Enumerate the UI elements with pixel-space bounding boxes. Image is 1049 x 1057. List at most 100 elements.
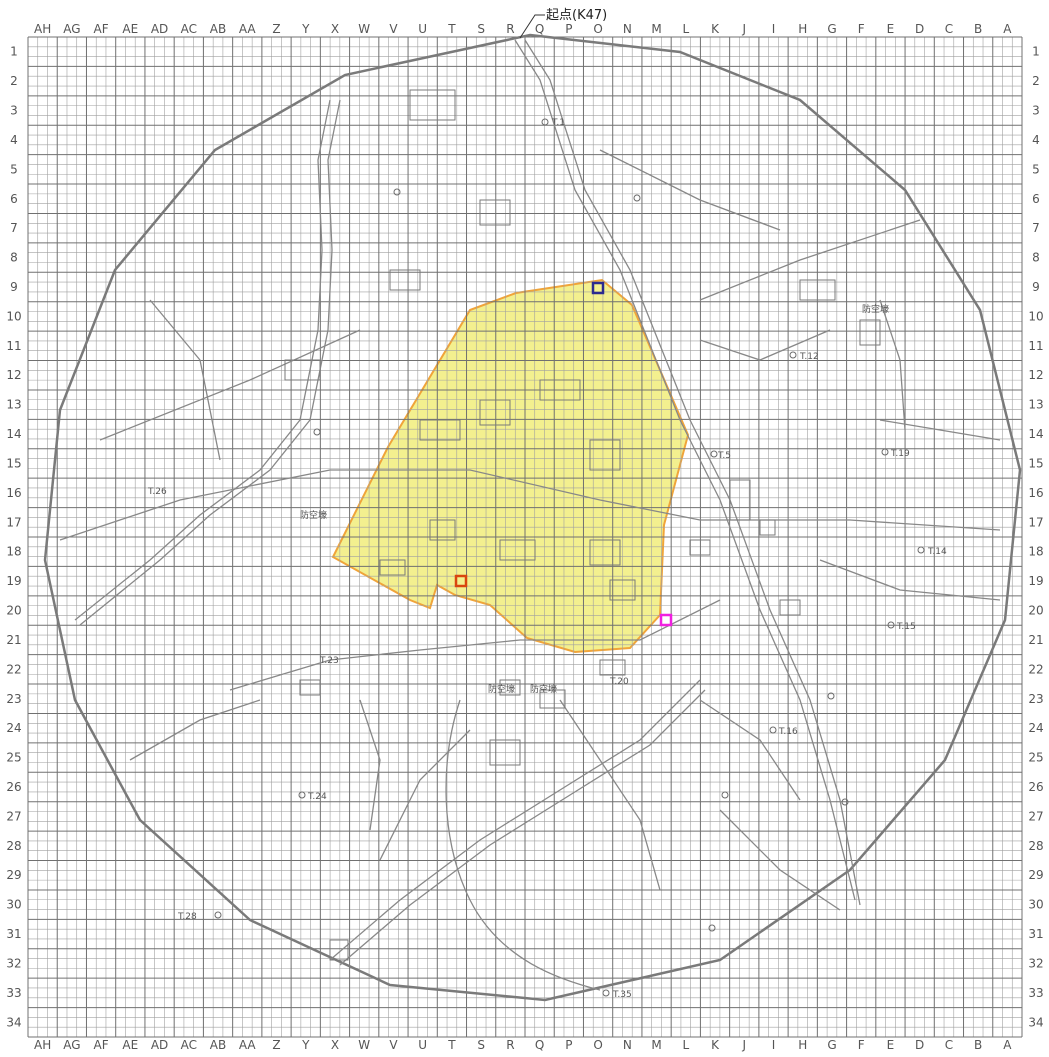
column-label-bottom: AH [34,1038,51,1052]
column-labels-bottom: AH AG AF AE AD AC AB AA Z Y X W V U T S R Q P O N M L K J I H G F E D C… [34,1038,1012,1052]
column-label-top: Q [535,22,544,36]
row-label-left: 32 [6,956,21,970]
row-label-left: 18 [6,545,21,559]
row-label-left: 1 [10,45,18,59]
column-label-top: I [772,22,776,36]
row-label-right: 31 [1028,927,1043,941]
row-label-right: 23 [1028,692,1043,706]
column-label-top: AB [210,22,226,36]
column-label-bottom: AA [239,1038,257,1052]
label-t5: T.5 [717,451,731,461]
column-label-bottom: Z [272,1038,280,1052]
row-label-left: 30 [6,898,21,912]
row-label-left: 22 [6,662,21,676]
row-label-right: 32 [1028,956,1043,970]
row-label-right: 4 [1032,133,1040,147]
column-label-bottom: L [682,1038,689,1052]
row-label-left: 24 [6,721,21,735]
column-label-top: AA [239,22,257,36]
column-label-top: AC [181,22,197,36]
label-t28: T.28 [177,912,197,922]
row-label-left: 7 [10,221,18,235]
column-label-bottom: W [358,1038,370,1052]
column-label-bottom: J [741,1038,746,1052]
label-t14: T.14 [927,547,947,557]
column-label-bottom: R [506,1038,514,1052]
grid-major-lines [27,36,1023,1038]
column-label-bottom: H [798,1038,807,1052]
column-label-bottom: C [945,1038,953,1052]
highlight-area [331,278,690,654]
column-label-top: AD [151,22,168,36]
label-shelter-4: 防空壕 [530,683,557,695]
column-label-bottom: U [418,1038,427,1052]
row-label-right: 28 [1028,839,1043,853]
building-blocks [284,89,881,961]
row-label-right: 14 [1028,427,1043,441]
row-label-left: 5 [10,162,18,176]
column-label-bottom: AE [122,1038,138,1052]
row-label-left: 8 [10,251,18,265]
label-shelter-1: 防空壕 [300,509,327,521]
row-label-left: 31 [6,927,21,941]
label-t26: T.26 [147,487,167,497]
column-label-top: S [477,22,485,36]
column-labels-top: AH AG AF AE AD AC AB AA Z Y X W V U T S R Q P O N M L K J I H G F E D C… [34,22,1012,36]
column-label-top: U [418,22,427,36]
row-label-right: 34 [1028,1015,1043,1029]
row-label-right: 25 [1028,751,1043,765]
row-label-left: 28 [6,839,21,853]
row-label-left: 16 [6,486,21,500]
column-label-top: G [827,22,836,36]
column-label-top: Y [301,22,310,36]
column-label-top: AF [94,22,109,36]
column-label-top: A [1003,22,1012,36]
marker-orange[interactable] [454,574,468,588]
start-point-label: 起点(K47) [546,8,607,23]
place-labels: T.1 T.5 T.12 T.14 T.15 T.16 T.19 T.20 T.… [147,118,947,1000]
label-shelter-3: 防空壕 [488,683,515,695]
column-label-bottom: G [827,1038,836,1052]
column-label-top: F [858,22,865,36]
column-label-bottom: AF [94,1038,109,1052]
row-label-left: 13 [6,398,21,412]
row-label-right: 16 [1028,486,1043,500]
column-label-top: H [798,22,807,36]
row-label-right: 27 [1028,809,1043,823]
column-label-top: C [945,22,953,36]
column-label-bottom: AC [181,1038,197,1052]
marker-blue[interactable] [591,281,605,295]
row-label-right: 33 [1028,986,1043,1000]
row-label-right: 3 [1032,104,1040,118]
marker-magenta[interactable] [659,613,673,627]
column-label-top: T [447,22,456,36]
row-label-left: 11 [6,339,21,353]
survey-points [214,118,925,997]
column-label-top: P [565,22,572,36]
row-label-right: 1 [1032,45,1040,59]
column-label-top: V [389,22,398,36]
row-label-right: 20 [1028,604,1043,618]
row-label-right: 8 [1032,251,1040,265]
row-label-left: 2 [10,74,18,88]
row-label-right: 24 [1028,721,1043,735]
row-label-left: 23 [6,692,21,706]
column-label-bottom: Q [535,1038,544,1052]
column-label-top: K [711,22,720,36]
label-shelter-2: 防空壕 [862,303,889,315]
column-label-top: L [682,22,689,36]
column-label-bottom: O [593,1038,602,1052]
row-label-left: 6 [10,192,18,206]
column-label-top: J [741,22,746,36]
row-label-right: 13 [1028,398,1043,412]
column-label-bottom: F [858,1038,865,1052]
row-label-left: 26 [6,780,21,794]
road-lines [59,39,1001,991]
row-label-left: 34 [6,1015,21,1029]
row-labels-right: 1234567891011121314151617181920212223242… [1028,45,1043,1030]
row-label-left: 25 [6,751,21,765]
row-label-left: 29 [6,868,21,882]
column-label-top: AE [122,22,138,36]
column-label-bottom: N [623,1038,632,1052]
row-label-right: 5 [1032,162,1040,176]
